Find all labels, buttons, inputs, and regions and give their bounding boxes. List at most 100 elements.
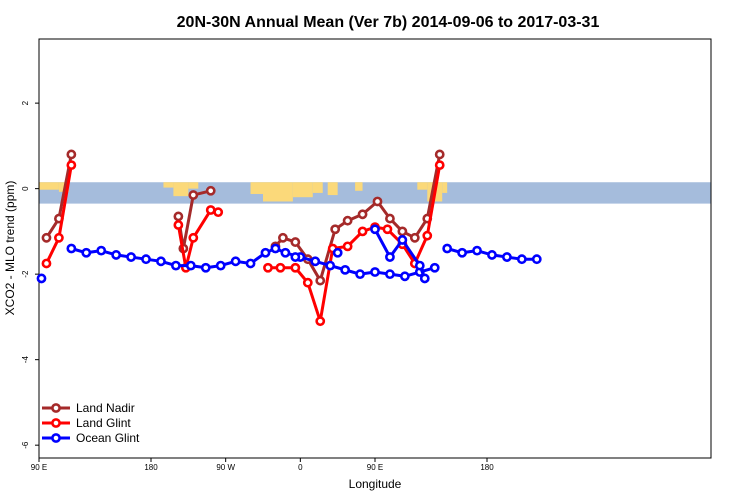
- data-point: [342, 241, 353, 252]
- map-land: [250, 182, 263, 194]
- data-point: [414, 260, 425, 271]
- data-point: [173, 211, 184, 222]
- y-axis: -6 -4 -2 0 2: [21, 100, 39, 449]
- data-point: [370, 267, 380, 277]
- legend-label: Land Glint: [76, 416, 131, 430]
- y-tick-label: -6: [21, 441, 30, 449]
- data-point: [200, 262, 211, 273]
- data-point: [290, 262, 301, 273]
- data-point: [382, 224, 393, 235]
- data-point: [357, 209, 368, 220]
- y-tick-label: 2: [21, 100, 30, 105]
- data-point: [205, 185, 216, 196]
- x-tick-label: 180: [144, 463, 158, 472]
- y-tick-label: 0: [21, 186, 30, 191]
- map-ocean: [39, 182, 711, 204]
- data-point: [213, 207, 224, 218]
- data-point: [141, 254, 151, 265]
- x-tick-label: 180: [480, 463, 494, 472]
- data-point: [290, 237, 301, 247]
- map-land: [173, 182, 189, 197]
- x-tick-label: 90 W: [216, 463, 235, 472]
- map-land: [39, 182, 59, 190]
- data-point: [260, 247, 271, 258]
- data-point: [245, 258, 256, 269]
- x-tick-label: 0: [298, 463, 303, 472]
- data-point: [185, 260, 196, 271]
- data-point: [41, 258, 52, 269]
- plot-frame: [38, 38, 712, 459]
- y-tick-label: -2: [21, 270, 30, 278]
- map-land: [292, 182, 313, 198]
- data-point: [96, 245, 107, 256]
- data-point: [457, 247, 468, 258]
- data-point: [66, 243, 77, 254]
- legend-marker: [51, 403, 61, 413]
- data-point: [170, 260, 181, 271]
- map-land: [327, 182, 338, 196]
- data-point: [126, 252, 136, 262]
- data-point: [111, 250, 122, 260]
- data-point: [188, 232, 199, 243]
- data-point: [156, 256, 166, 267]
- data-point: [372, 196, 383, 207]
- data-point: [315, 275, 326, 286]
- data-point: [230, 256, 241, 267]
- series-layer: [36, 149, 542, 327]
- data-point: [531, 254, 542, 265]
- data-point: [263, 262, 273, 273]
- data-point: [385, 252, 395, 262]
- legend-label: Ocean Glint: [76, 431, 140, 445]
- data-point: [342, 215, 353, 226]
- data-point: [385, 213, 395, 224]
- map-land: [263, 182, 293, 202]
- data-point: [502, 252, 512, 262]
- data-point: [270, 243, 281, 254]
- data-point: [278, 232, 288, 243]
- data-point: [173, 220, 184, 230]
- legend-marker: [51, 433, 61, 443]
- map-land: [188, 182, 199, 189]
- data-point: [434, 160, 445, 171]
- legend-marker: [51, 418, 61, 428]
- data-point: [280, 247, 291, 258]
- data-point: [357, 226, 368, 237]
- data-point: [516, 254, 527, 265]
- map-land: [442, 182, 448, 193]
- data-point: [385, 269, 395, 280]
- data-point: [302, 277, 313, 288]
- data-point: [340, 264, 351, 275]
- map-land: [312, 182, 323, 193]
- data-point: [419, 273, 430, 284]
- data-point: [330, 224, 341, 235]
- map-land: [417, 182, 428, 190]
- data-point: [332, 247, 343, 258]
- data-point: [310, 256, 321, 267]
- data-point: [54, 232, 64, 243]
- data-point: [205, 205, 216, 215]
- data-point: [81, 247, 92, 258]
- map-land: [163, 182, 174, 188]
- data-point: [397, 235, 408, 245]
- data-point: [399, 271, 410, 282]
- data-point: [442, 243, 453, 254]
- data-point: [487, 250, 497, 260]
- data-point: [409, 232, 420, 243]
- legend-label: Land Nadir: [76, 401, 135, 415]
- chart-title: 20N-30N Annual Mean (Ver 7b) 2014-09-06 …: [177, 14, 600, 31]
- data-point: [41, 232, 52, 243]
- data-point: [325, 260, 336, 271]
- data-point: [36, 273, 47, 284]
- y-tick-label: -4: [21, 356, 30, 364]
- series-ocean-glint: [36, 224, 542, 284]
- x-axis: 90 E 180 90 W 0 90 E 180: [31, 458, 494, 472]
- data-point: [275, 262, 286, 273]
- data-point: [315, 316, 326, 327]
- y-axis-label: XCO2 - MLO trend (ppm): [3, 181, 17, 316]
- data-point: [397, 226, 408, 237]
- data-point: [472, 245, 482, 256]
- data-point: [434, 149, 445, 160]
- x-tick-label: 90 E: [31, 463, 47, 472]
